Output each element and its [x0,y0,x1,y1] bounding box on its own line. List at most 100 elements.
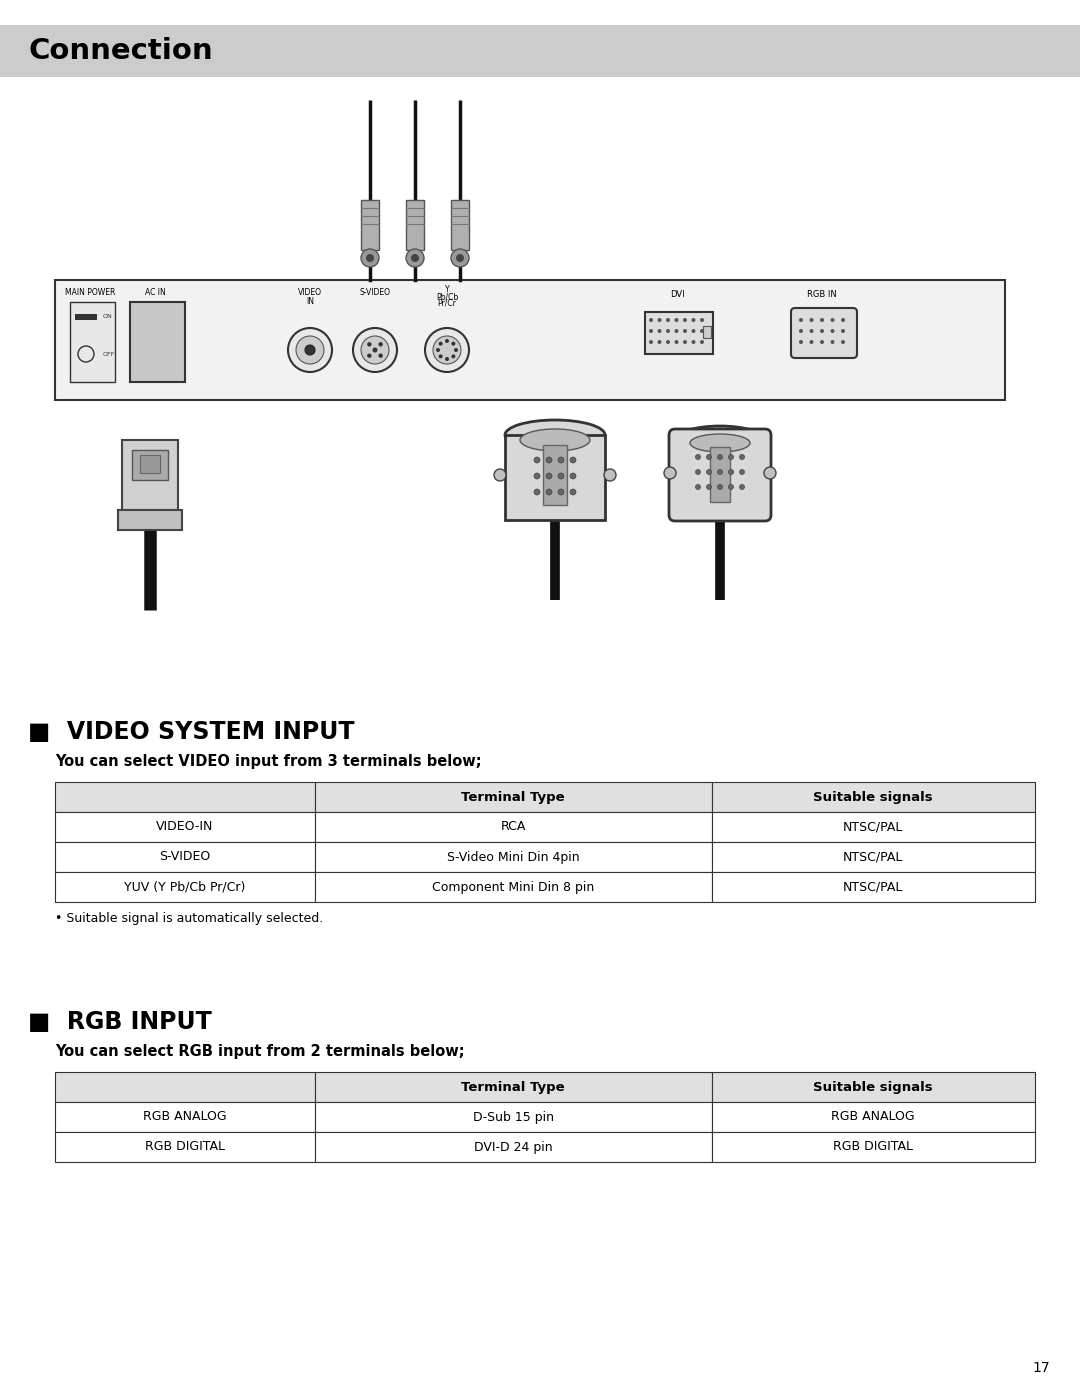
Text: NTSC/PAL: NTSC/PAL [843,851,904,863]
Bar [710,447,730,502]
Text: RGB ANALOG: RGB ANALOG [143,1111,227,1123]
Bar [55,842,314,872]
Circle shape [305,345,315,355]
Text: VIDEO: VIDEO [298,288,322,298]
Circle shape [353,328,397,372]
Circle shape [451,355,456,359]
Circle shape [810,319,813,321]
Bar [314,812,712,842]
Circle shape [361,249,379,267]
Circle shape [570,457,576,462]
Bar [406,200,424,250]
Circle shape [683,339,687,344]
FancyBboxPatch shape [669,429,771,521]
Circle shape [717,454,723,460]
Text: D-Sub 15 pin: D-Sub 15 pin [473,1111,554,1123]
Text: DVI-D 24 pin: DVI-D 24 pin [474,1140,553,1154]
Bar [314,842,712,872]
Bar [712,842,1035,872]
Text: Y: Y [445,285,449,293]
Circle shape [658,339,661,344]
Circle shape [534,474,540,479]
Circle shape [451,249,469,267]
Circle shape [378,342,382,346]
Circle shape [820,330,824,332]
Circle shape [445,339,449,344]
Circle shape [729,485,733,489]
Ellipse shape [505,420,605,450]
Text: Terminal Type: Terminal Type [461,1080,565,1094]
Bar [55,1102,314,1132]
Circle shape [658,319,661,321]
Text: S-VIDEO: S-VIDEO [360,288,391,298]
Text: RGB ANALOG: RGB ANALOG [832,1111,915,1123]
FancyBboxPatch shape [791,307,858,358]
Circle shape [456,254,464,263]
Bar [55,872,314,902]
Circle shape [683,319,687,321]
Bar [314,1102,712,1132]
Circle shape [546,474,552,479]
Text: Suitable signals: Suitable signals [813,1080,933,1094]
Circle shape [373,348,378,352]
Ellipse shape [690,434,750,453]
Bar [118,510,183,529]
Text: RGB DIGITAL: RGB DIGITAL [834,1140,914,1154]
Text: Suitable signals: Suitable signals [813,791,933,803]
Bar [75,314,97,320]
Circle shape [799,339,804,344]
Circle shape [700,330,704,332]
Circle shape [426,328,469,372]
Circle shape [288,328,332,372]
Circle shape [494,469,507,481]
Circle shape [649,330,653,332]
Text: Connection: Connection [28,36,213,66]
Text: RCA: RCA [500,820,526,834]
Text: ■  RGB INPUT: ■ RGB INPUT [28,1010,212,1034]
Bar [361,200,379,250]
Bar [55,782,314,812]
Text: VIDEO-IN: VIDEO-IN [157,820,214,834]
Circle shape [604,469,616,481]
Bar [314,782,712,812]
Circle shape [666,339,670,344]
Circle shape [666,330,670,332]
Circle shape [841,339,845,344]
Circle shape [764,467,777,479]
Bar [712,1132,1035,1162]
Circle shape [740,454,744,460]
Circle shape [649,319,653,321]
Bar [70,302,114,381]
Bar [712,782,1035,812]
Bar [314,1132,712,1162]
Circle shape [740,485,744,489]
Circle shape [700,339,704,344]
Circle shape [534,489,540,495]
Circle shape [706,454,712,460]
Circle shape [451,342,456,345]
Circle shape [683,330,687,332]
Circle shape [411,254,419,263]
Text: NTSC/PAL: NTSC/PAL [843,880,904,894]
Text: S-Video Mini Din 4pin: S-Video Mini Din 4pin [447,851,580,863]
Text: Component Mini Din 8 pin: Component Mini Din 8 pin [432,880,594,894]
Bar [712,1102,1035,1132]
Circle shape [810,330,813,332]
Text: DVI: DVI [670,291,685,299]
Text: ■  VIDEO SYSTEM INPUT: ■ VIDEO SYSTEM INPUT [28,719,354,745]
Circle shape [831,319,835,321]
Bar [505,434,605,520]
Circle shape [558,474,564,479]
Bar [543,446,567,504]
Text: MAIN POWER: MAIN POWER [65,288,116,298]
Circle shape [546,489,552,495]
Ellipse shape [519,429,590,451]
Bar [55,1071,314,1102]
Circle shape [558,457,564,462]
Text: 17: 17 [1032,1361,1050,1375]
Bar [140,455,160,474]
Circle shape [570,474,576,479]
Circle shape [841,319,845,321]
Bar [55,812,314,842]
Circle shape [729,454,733,460]
